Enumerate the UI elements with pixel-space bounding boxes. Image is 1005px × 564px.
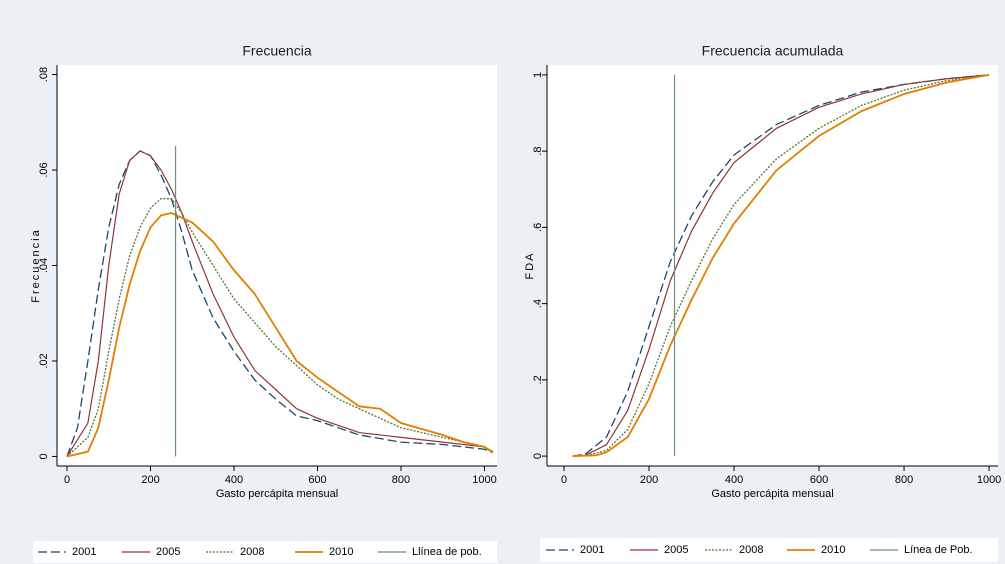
legend-box <box>540 538 998 562</box>
y-tick-label: 0 <box>38 453 50 459</box>
y-tick-label: .04 <box>38 258 50 273</box>
x-tick-label: 200 <box>640 474 658 486</box>
y-tick-label: .6 <box>532 223 544 232</box>
y-tick-label: .06 <box>38 162 50 177</box>
x-tick-label: 800 <box>895 474 913 486</box>
series-line <box>66 212 494 458</box>
y-axis-title: FDA <box>524 252 536 280</box>
x-axis-title: Gasto percápita mensual <box>216 488 338 500</box>
chart-title: Frecuencia <box>242 43 311 59</box>
legend-label: 2005 <box>664 544 688 556</box>
legend-label: 2008 <box>739 544 763 556</box>
legend-label: 2001 <box>580 544 604 556</box>
y-tick-label: .08 <box>38 67 50 82</box>
x-tick-label: 800 <box>392 474 410 486</box>
legend-label: Línea de Pob. <box>904 544 973 556</box>
series-line <box>572 74 990 457</box>
x-tick-label: 400 <box>725 474 743 486</box>
x-tick-label: 200 <box>141 474 159 486</box>
legend-label: 2010 <box>329 546 353 558</box>
series-line <box>572 74 990 457</box>
series-line <box>66 150 494 457</box>
series-line <box>66 198 494 457</box>
y-tick-label: 1 <box>532 72 544 78</box>
x-tick-label: 0 <box>64 474 70 486</box>
legend-box <box>33 541 497 563</box>
y-tick-label: .8 <box>532 147 544 156</box>
legend-label: Llínea de pob. <box>412 546 482 558</box>
plot-area <box>547 65 998 466</box>
plot-area <box>57 65 497 466</box>
x-axis-title: Gasto percápita mensual <box>711 488 833 500</box>
x-tick-label: 400 <box>225 474 243 486</box>
y-tick-label: .4 <box>532 299 544 308</box>
legend-label: 2005 <box>156 546 180 558</box>
x-tick-label: 0 <box>561 474 567 486</box>
x-tick-label: 1000 <box>977 474 1001 486</box>
y-axis-title: Frecuencia <box>30 228 42 302</box>
y-tick-label: 0 <box>532 453 544 459</box>
x-tick-label: 600 <box>308 474 326 486</box>
chart-title: Frecuencia acumulada <box>702 43 844 59</box>
y-tick-label: .02 <box>38 353 50 368</box>
x-tick-label: 1000 <box>472 474 496 486</box>
series-line <box>572 74 990 457</box>
legend-label: 2008 <box>240 546 264 558</box>
y-tick-label: .2 <box>532 375 544 384</box>
legend-label: 2001 <box>72 546 96 558</box>
legend-label: 2010 <box>821 544 845 556</box>
x-tick-label: 600 <box>810 474 828 486</box>
series-line <box>572 74 990 457</box>
